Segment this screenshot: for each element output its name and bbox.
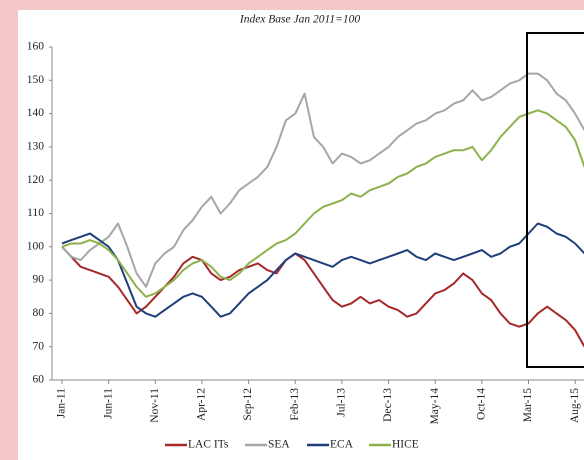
x-tick-label: Apr-12 [196,388,208,421]
y-tick-label: 110 [27,207,44,219]
x-tick-label: Jan-11 [56,388,68,418]
x-tick-label: Feb-13 [289,388,301,421]
y-tick-label: 80 [33,307,45,319]
x-tick-label: Jul-13 [336,388,348,417]
highlight-box [526,32,584,368]
x-tick-label: Jun-11 [102,388,114,419]
legend-label: ECA [330,439,354,451]
chart-subtitle: Index Base Jan 2011=100 [239,14,361,26]
series-line [61,72,584,288]
y-tick-label: 90 [33,274,45,286]
series-line [61,222,584,318]
legend-label: LAC ITs [188,439,229,451]
x-tick-label: Mar-15 [522,388,534,423]
y-tick-label: 160 [27,41,45,53]
y-tick-label: 60 [33,374,45,386]
y-tick-label: 120 [27,174,45,186]
y-tick-label: 140 [27,107,45,119]
legend-label: HICE [392,439,419,451]
x-tick-label: Nov-11 [149,388,161,423]
x-tick-label: Dec-13 [382,388,394,422]
x-tick-label: Sep-12 [242,388,254,421]
y-tick-label: 70 [33,340,45,352]
series-line [61,109,584,298]
x-tick-label: May-14 [429,388,441,425]
series-line [61,246,584,348]
panel [18,10,584,460]
x-tick-label: Aug-15 [569,388,581,423]
legend-label: SEA [268,439,290,451]
x-tick-label: Oct-14 [475,388,487,420]
y-tick-label: 100 [27,240,45,252]
y-tick-label: 150 [27,74,45,86]
y-tick-label: 130 [27,141,45,153]
